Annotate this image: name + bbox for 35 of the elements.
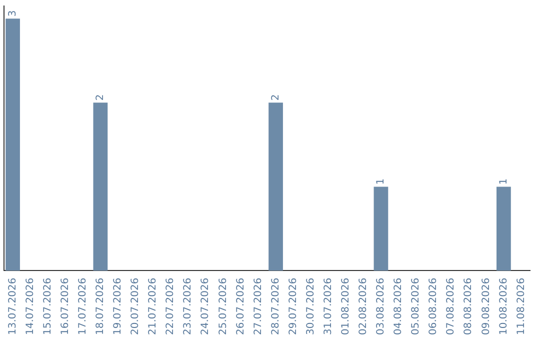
x-tick-label: 11.08.2026 — [516, 278, 527, 336]
x-tick-label: 26.07.2026 — [235, 278, 246, 336]
x-tick-label: 21.07.2026 — [148, 278, 159, 336]
x-tick-label: 07.08.2026 — [446, 278, 457, 336]
x-tick-label: 27.07.2026 — [252, 278, 264, 336]
x-tick-label: 31.07.2026 — [322, 278, 334, 336]
data-label: 3 — [7, 10, 18, 17]
x-tick-label: 13.07.2026 — [7, 278, 18, 336]
x-tick-label: 02.08.2026 — [358, 278, 370, 336]
x-tick-label: 06.08.2026 — [428, 278, 440, 336]
x-tick-label: 14.07.2026 — [24, 278, 36, 336]
x-tick-label: 22.07.2026 — [165, 278, 176, 336]
data-label: 1 — [376, 178, 387, 185]
x-tick-label: 08.08.2026 — [463, 278, 474, 336]
x-tick-label: 18.07.2026 — [95, 278, 106, 336]
x-tick-label: 25.07.2026 — [218, 278, 229, 336]
x-tick-label: 19.07.2026 — [112, 278, 124, 336]
x-tick-label: 03.08.2026 — [376, 278, 387, 336]
x-tick-label: 30.07.2026 — [305, 278, 316, 336]
x-tick-label: 29.07.2026 — [288, 278, 299, 336]
x-tick-label: 17.07.2026 — [77, 278, 88, 336]
x-tick-label: 09.08.2026 — [480, 278, 492, 336]
x-tick-label: 05.08.2026 — [410, 278, 422, 336]
x-tick-label: 20.07.2026 — [130, 278, 142, 336]
x-tick-label: 01.08.2026 — [340, 278, 352, 336]
x-tick-label: 15.07.2026 — [42, 278, 54, 336]
x-tick-label: 24.07.2026 — [200, 278, 212, 336]
x-tick-label: 04.08.2026 — [393, 278, 404, 336]
x-tick-label: 16.07.2026 — [60, 278, 71, 336]
data-label: 2 — [95, 94, 106, 101]
x-tick-label: 23.07.2026 — [182, 278, 194, 336]
x-tick-label: 10.08.2026 — [498, 278, 510, 336]
data-label: 1 — [498, 178, 510, 185]
data-label: 2 — [270, 94, 282, 101]
x-tick-label: 28.07.2026 — [270, 278, 282, 336]
